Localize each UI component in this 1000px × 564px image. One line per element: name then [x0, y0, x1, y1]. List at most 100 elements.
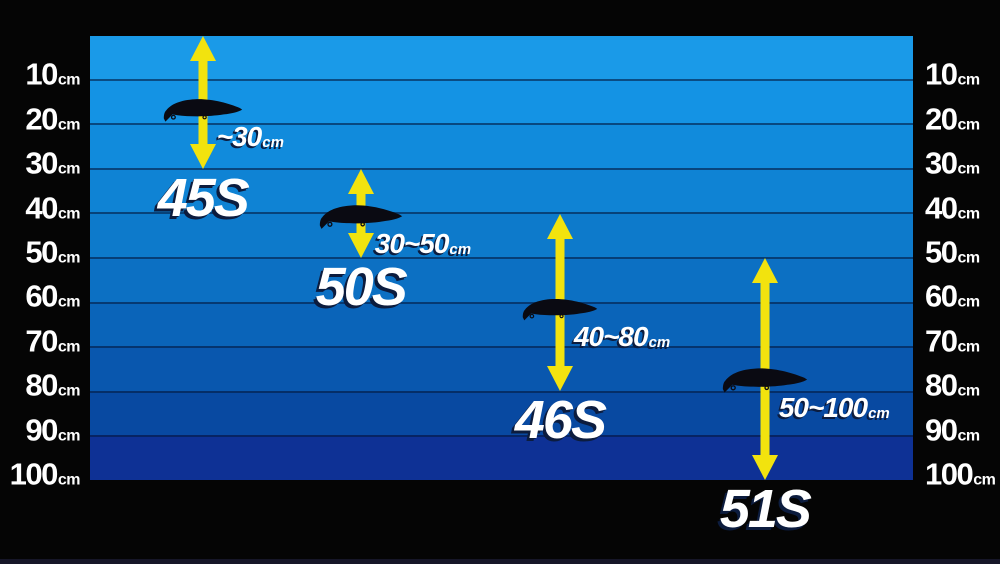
- depth-tick-label-50cm: 50 cm: [925, 237, 980, 268]
- tick-unit: cm: [57, 293, 81, 311]
- depth-tick-label-60cm: 60 cm: [25, 281, 80, 312]
- tick-number: 60: [25, 278, 58, 314]
- depth-tick-label-20cm: 20 cm: [925, 103, 980, 134]
- depth-tick-label-40cm: 40 cm: [25, 192, 80, 223]
- tick-number: 50: [925, 234, 958, 270]
- tick-unit: cm: [973, 471, 996, 489]
- tick-number: 10: [25, 56, 58, 92]
- tick-unit: cm: [57, 338, 81, 356]
- depth-tick-label-80cm: 80 cm: [25, 370, 80, 401]
- arrow-head-down-icon: [347, 232, 374, 258]
- tick-number: 20: [25, 101, 58, 137]
- depth-tick-label-70cm: 70 cm: [925, 325, 980, 356]
- arrow-head-down-icon: [751, 455, 778, 480]
- tick-unit: cm: [957, 338, 980, 356]
- tick-number: 100: [925, 456, 974, 492]
- arrow-head-down-icon: [546, 366, 573, 392]
- dive-range-label-50S: 30~50 cm: [374, 227, 472, 259]
- water-band-10cm: [90, 36, 913, 79]
- tick-number: 80: [25, 367, 58, 403]
- tick-unit: cm: [957, 160, 980, 178]
- depth-tick-label-30cm: 30 cm: [25, 148, 80, 179]
- tick-number: 70: [25, 323, 58, 359]
- water-band-50cm: [90, 212, 913, 257]
- water-band-70cm: [90, 301, 913, 347]
- lure-model-label-50S: 50S: [315, 257, 408, 317]
- range-number: 40~80: [573, 320, 649, 352]
- tick-number: 10: [925, 56, 958, 92]
- range-number: ~30: [216, 121, 262, 153]
- lure-silhouette-46S: [522, 298, 598, 321]
- dive-range-label-45S: ~30 cm: [217, 123, 284, 151]
- depth-tick-label-100cm: 100 cm: [925, 456, 996, 492]
- tick-unit: cm: [57, 205, 81, 223]
- depth-tick-label-80cm: 80 cm: [925, 370, 980, 401]
- depth-tick-label-40cm: 40 cm: [925, 192, 980, 223]
- tick-number: 100: [9, 456, 59, 492]
- range-unit: cm: [262, 134, 284, 152]
- depth-tick-label-90cm: 90 cm: [925, 414, 980, 445]
- range-unit: cm: [449, 240, 472, 258]
- depth-tick-label-10cm: 10 cm: [925, 59, 980, 90]
- depth-tick-label-90cm: 90 cm: [25, 414, 80, 445]
- tick-number: 40: [925, 190, 958, 226]
- dive-range-label-51S: 50~100 cm: [778, 391, 890, 423]
- arrow-head-up-icon: [546, 213, 573, 239]
- depth-tick-label-100cm: 100 cm: [9, 456, 81, 492]
- range-number: 50~100: [778, 391, 868, 423]
- tick-unit: cm: [957, 116, 980, 134]
- depth-tick-label-60cm: 60 cm: [925, 281, 980, 312]
- left-depth-scale: 10 cm 20 cm 30 cm 40 cm 50 cm 60 cm 70 cm 80 cm 90 cm 100 c…: [0, 0, 86, 564]
- tick-unit: cm: [957, 205, 980, 223]
- tick-unit: cm: [57, 249, 81, 267]
- water-band-30cm: [90, 123, 913, 168]
- arrow-head-up-icon: [347, 169, 374, 195]
- range-number: 30~50: [374, 227, 450, 259]
- water-band-80cm: [90, 346, 913, 391]
- lure-model-label-45S: 45S: [157, 168, 250, 229]
- tick-unit: cm: [57, 427, 81, 445]
- right-depth-scale: 10 cm 20 cm 30 cm 40 cm 50 cm 60 cm 70 cm 80 cm 90 cm 100 c…: [917, 0, 1000, 564]
- tick-unit: cm: [957, 293, 980, 311]
- water-band-60cm: [90, 256, 913, 302]
- lure-model-label-46S: 46S: [514, 390, 607, 451]
- tick-number: 60: [925, 278, 958, 314]
- tick-number: 30: [925, 145, 958, 181]
- tick-number: 40: [25, 190, 58, 226]
- tick-unit: cm: [57, 116, 81, 134]
- tick-number: 30: [25, 145, 58, 181]
- depth-tick-label-10cm: 10 cm: [25, 59, 80, 90]
- lure-silhouette-51S: [722, 368, 807, 393]
- tick-number: 80: [925, 367, 958, 403]
- lure-model-label-51S: 51S: [719, 479, 812, 539]
- lure-silhouette-50S: [319, 204, 402, 229]
- tick-unit: cm: [57, 382, 81, 400]
- tick-unit: cm: [957, 71, 980, 89]
- depth-tick-label-20cm: 20 cm: [25, 103, 80, 134]
- water-band-40cm: [90, 167, 913, 213]
- tick-number: 50: [25, 234, 58, 270]
- tick-number: 70: [925, 323, 958, 359]
- range-unit: cm: [648, 333, 671, 351]
- water-band-90cm: [90, 390, 913, 436]
- tick-unit: cm: [57, 160, 81, 178]
- tick-unit: cm: [957, 382, 980, 400]
- dive-range-label-46S: 40~80 cm: [573, 320, 671, 352]
- tick-unit: cm: [57, 71, 81, 89]
- depth-tick-label-30cm: 30 cm: [925, 148, 980, 179]
- depth-tick-label-70cm: 70 cm: [25, 325, 80, 356]
- water-band-20cm: [90, 78, 913, 124]
- tick-number: 90: [925, 412, 958, 448]
- bottom-edge-strip: [0, 559, 1000, 564]
- water-area: [90, 36, 913, 480]
- tick-unit: cm: [57, 471, 81, 489]
- tick-unit: cm: [957, 427, 980, 445]
- arrow-head-up-icon: [751, 258, 778, 283]
- depth-tick-label-50cm: 50 cm: [25, 237, 80, 268]
- range-unit: cm: [868, 404, 890, 422]
- tick-number: 90: [25, 412, 58, 448]
- tick-unit: cm: [957, 249, 980, 267]
- lure-silhouette-45S: [163, 98, 242, 122]
- arrow-head-down-icon: [189, 144, 216, 170]
